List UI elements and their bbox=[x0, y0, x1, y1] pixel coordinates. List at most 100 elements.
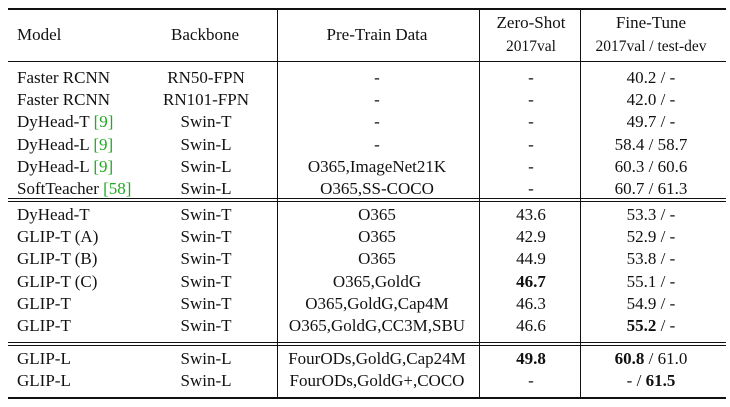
backbone-cell: RN50-FPN bbox=[167, 68, 245, 87]
pretrain-cell: FourODs,GoldG+,COCO bbox=[289, 371, 465, 391]
finetune-testdev: - bbox=[669, 68, 676, 87]
pretrain-cell: O365 bbox=[358, 227, 396, 247]
finetune-2017val: 55.2 bbox=[626, 316, 657, 335]
model-cell: GLIP-T bbox=[17, 315, 71, 337]
zeroshot-cell: - bbox=[528, 156, 534, 176]
pretrain-cell: O365,GoldG bbox=[332, 271, 422, 291]
header-finetune-sub: 2017val / test-dev bbox=[595, 38, 707, 55]
finetune-cell: 40.2 / - bbox=[627, 67, 676, 89]
finetune-2017val: 40.2 bbox=[626, 68, 657, 87]
finetune-separator: / bbox=[644, 179, 658, 198]
finetune-2017val: 52.9 bbox=[626, 227, 657, 247]
model-name: DyHead-L bbox=[17, 134, 94, 154]
finetune-cell: 55.1 / - bbox=[627, 271, 676, 293]
model-cell: GLIP-T (B) bbox=[17, 248, 97, 270]
model-name: GLIP-T (A) bbox=[17, 227, 99, 247]
backbone-cell: Swin-T bbox=[180, 316, 232, 335]
bottom-rule bbox=[8, 397, 726, 399]
pretrain-cell: O365,GoldG,Cap4M bbox=[305, 293, 449, 313]
backbone-cell: Swin-T bbox=[180, 271, 232, 291]
model-cell: Faster RCNN bbox=[17, 67, 110, 89]
group-rule-4 bbox=[8, 345, 726, 346]
finetune-2017val: 49.7 bbox=[626, 112, 657, 132]
model-name: GLIP-T (C) bbox=[17, 271, 98, 291]
model-cell: Faster RCNN bbox=[17, 89, 110, 111]
header-pretrain: Pre-Train Data bbox=[326, 25, 428, 44]
citation-link[interactable]: [9] bbox=[93, 156, 114, 176]
backbone-cell: Swin-L bbox=[180, 179, 232, 198]
finetune-cell: 60.7 / 61.3 bbox=[615, 178, 688, 200]
pretrain-cell: - bbox=[374, 112, 380, 132]
finetune-cell: - / 61.5 bbox=[627, 370, 676, 392]
zeroshot-cell: - bbox=[528, 371, 534, 391]
finetune-testdev: - bbox=[669, 316, 676, 335]
model-name: SoftTeacher bbox=[17, 179, 104, 198]
model-name: DyHead-L bbox=[17, 156, 94, 176]
header-rule bbox=[8, 61, 726, 62]
zeroshot-cell: 46.6 bbox=[516, 316, 546, 335]
backbone-cell: Swin-T bbox=[180, 249, 232, 269]
finetune-testdev: - bbox=[669, 112, 676, 132]
finetune-cell: 49.7 / - bbox=[627, 111, 676, 133]
finetune-separator: / bbox=[656, 68, 670, 87]
model-cell: GLIP-L bbox=[17, 370, 71, 392]
model-cell: GLIP-T bbox=[17, 293, 71, 315]
backbone-cell: Swin-T bbox=[180, 227, 232, 247]
finetune-testdev: - bbox=[669, 205, 676, 224]
finetune-2017val: 54.9 bbox=[626, 293, 657, 313]
pretrain-cell: O365,ImageNet21K bbox=[307, 156, 447, 176]
model-name: Faster RCNN bbox=[17, 90, 111, 110]
pretrain-cell: O365,GoldG,CC3M,SBU bbox=[288, 316, 466, 335]
finetune-separator: / bbox=[656, 205, 670, 224]
finetune-testdev: 61.5 bbox=[645, 371, 676, 391]
finetune-separator: / bbox=[656, 90, 670, 110]
model-cell: DyHead-L [9] bbox=[17, 156, 113, 178]
finetune-cell: 42.0 / - bbox=[627, 89, 676, 111]
backbone-cell: Swin-L bbox=[180, 156, 232, 176]
finetune-separator: / bbox=[656, 227, 670, 247]
model-name: GLIP-L bbox=[17, 349, 71, 368]
zeroshot-cell: 42.9 bbox=[516, 227, 546, 247]
finetune-testdev: - bbox=[669, 293, 676, 313]
top-rule bbox=[8, 8, 726, 10]
finetune-cell: 60.3 / 60.6 bbox=[615, 156, 688, 178]
finetune-2017val: 55.1 bbox=[626, 271, 657, 291]
zeroshot-cell: - bbox=[528, 179, 534, 198]
zeroshot-cell: - bbox=[528, 134, 534, 154]
finetune-2017val: 53.3 bbox=[626, 205, 657, 224]
finetune-separator: / bbox=[644, 134, 658, 154]
zeroshot-cell: - bbox=[528, 90, 534, 110]
zeroshot-cell: 43.6 bbox=[516, 205, 546, 224]
citation-link[interactable]: [9] bbox=[93, 134, 114, 154]
pretrain-cell: - bbox=[374, 90, 380, 110]
finetune-cell: 53.8 / - bbox=[627, 248, 676, 270]
pretrain-cell: O365 bbox=[358, 249, 396, 269]
model-cell: GLIP-T (C) bbox=[17, 271, 97, 293]
finetune-separator: / bbox=[656, 271, 670, 291]
finetune-2017val: 42.0 bbox=[626, 90, 657, 110]
finetune-separator: / bbox=[644, 349, 658, 368]
finetune-testdev: - bbox=[669, 271, 676, 291]
finetune-separator: / bbox=[644, 156, 658, 176]
backbone-cell: RN101-FPN bbox=[163, 90, 249, 110]
zeroshot-cell: - bbox=[528, 112, 534, 132]
model-name: GLIP-T (B) bbox=[17, 249, 98, 269]
finetune-cell: 58.4 / 58.7 bbox=[615, 134, 688, 156]
group-rule-1 bbox=[8, 198, 726, 199]
citation-link[interactable]: [9] bbox=[93, 112, 114, 132]
pretrain-cell: FourODs,GoldG,Cap24M bbox=[288, 349, 466, 368]
col-divider-2 bbox=[479, 8, 480, 398]
finetune-testdev: - bbox=[669, 227, 676, 247]
backbone-cell: Swin-T bbox=[180, 205, 232, 224]
model-name: Faster RCNN bbox=[17, 68, 111, 87]
citation-link[interactable]: [58] bbox=[103, 179, 132, 198]
zeroshot-cell: 46.3 bbox=[516, 293, 546, 313]
model-cell: GLIP-L bbox=[17, 348, 71, 370]
finetune-2017val: - bbox=[626, 371, 633, 391]
finetune-cell: 60.8 / 61.0 bbox=[615, 348, 688, 370]
backbone-cell: Swin-L bbox=[180, 134, 232, 154]
finetune-2017val: 60.3 bbox=[614, 156, 645, 176]
model-cell: GLIP-T (A) bbox=[17, 226, 98, 248]
model-name: DyHead-T bbox=[17, 205, 90, 224]
zeroshot-cell: 44.9 bbox=[516, 249, 546, 269]
